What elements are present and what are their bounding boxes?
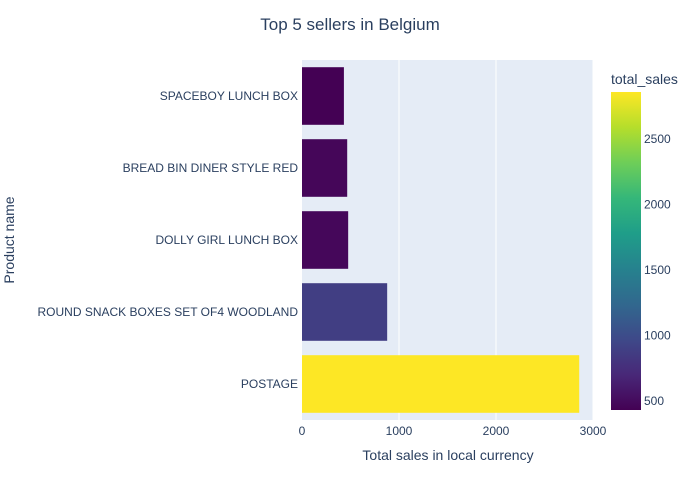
bar[interactable] [302, 211, 349, 269]
colorbar-tick-label: 2500 [644, 132, 671, 146]
x-tick-label: 1000 [386, 424, 413, 438]
colorbar-title: total_sales [611, 71, 678, 87]
colorbar-tick-label: 1000 [644, 329, 671, 343]
y-axis-title: Product name [1, 196, 17, 283]
bar[interactable] [302, 67, 344, 125]
colorbar-tick-label: 1500 [644, 263, 671, 277]
category-labels: SPACEBOY LUNCH BOX BREAD BIN DINER STYLE … [38, 89, 299, 391]
colorbar-tick-label: 500 [644, 394, 664, 408]
x-tick-label: 0 [299, 424, 306, 438]
bar[interactable] [302, 355, 580, 413]
bars [302, 67, 580, 413]
colorbar-tick-labels: 500 1000 1500 2000 2500 [644, 132, 671, 408]
category-label: BREAD BIN DINER STYLE RED [123, 161, 299, 175]
chart-title: Top 5 sellers in Belgium [260, 15, 440, 34]
category-label: SPACEBOY LUNCH BOX [160, 89, 298, 103]
category-label: DOLLY GIRL LUNCH BOX [156, 233, 299, 247]
colorbar-tick-label: 2000 [644, 197, 671, 211]
bar[interactable] [302, 283, 388, 341]
x-tick-label: 3000 [580, 424, 607, 438]
x-axis-title: Total sales in local currency [362, 447, 533, 463]
category-label: ROUND SNACK BOXES SET OF4 WOODLAND [38, 305, 299, 319]
x-tick-label: 2000 [483, 424, 510, 438]
x-tick-labels: 0 1000 2000 3000 [299, 424, 607, 438]
category-label: POSTAGE [241, 377, 298, 391]
colorbar [611, 92, 641, 410]
bar[interactable] [302, 139, 348, 197]
